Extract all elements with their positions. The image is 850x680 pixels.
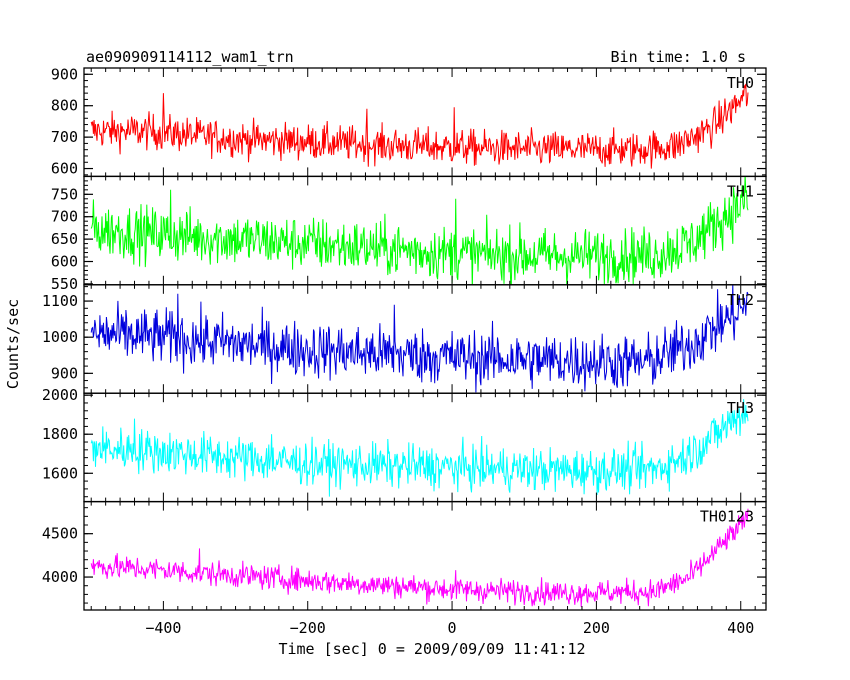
panel-th1: 550 600 650 700 750 TH1 <box>51 175 767 293</box>
x-tick-label: 200 <box>583 619 610 637</box>
x-tick-label: −400 <box>145 619 181 637</box>
y-tick-label: 750 <box>51 185 78 203</box>
series-line-th0123 <box>90 508 749 607</box>
y-tick-label: 1600 <box>42 464 78 482</box>
y-tick-label: 600 <box>51 253 78 271</box>
panel-label: TH1 <box>727 182 754 200</box>
panel-label: TH0123 <box>700 508 754 526</box>
panel-label: TH0 <box>727 74 754 92</box>
y-tick-label: 800 <box>51 97 78 115</box>
y-axis-label: Counts/sec <box>4 299 22 389</box>
x-tick-label: 0 <box>448 619 457 637</box>
y-tick-label: 1000 <box>42 328 78 346</box>
y-tick-label: 2000 <box>42 386 78 404</box>
series-line-th3 <box>90 399 749 497</box>
panel-th0123: 4000 4500 TH0123 <box>42 500 767 611</box>
y-tick-label: 4000 <box>42 568 78 586</box>
y-tick-label: 4500 <box>42 525 78 543</box>
y-tick-label: 650 <box>51 230 78 248</box>
panel-label: TH2 <box>727 291 754 309</box>
y-tick-label: 1800 <box>42 425 78 443</box>
panel-stack: 600 700 800 900 TH0 550 600 650 700 750 TH1 900 1000… <box>42 65 767 611</box>
x-tick-label: −200 <box>290 619 326 637</box>
panel-label: TH3 <box>727 399 754 417</box>
x-axis-label: Time [sec] 0 = 2009/09/09 11:41:12 <box>278 640 585 658</box>
y-tick-label: 700 <box>51 128 78 146</box>
panel-frame <box>83 67 767 178</box>
panel-frame <box>83 284 767 394</box>
chart-title: ae090909114112_wam1_trn <box>86 48 294 66</box>
y-tick-label: 700 <box>51 208 78 226</box>
series-line-th1 <box>90 176 749 285</box>
x-tick-labels: −400 −200 0 200 400 <box>145 619 754 637</box>
panel-frame <box>83 500 767 611</box>
y-tick-label: 600 <box>51 160 78 178</box>
y-tick-label: 550 <box>51 275 78 293</box>
series-line-th2 <box>90 284 749 393</box>
x-tick-label: 400 <box>727 619 754 637</box>
panel-th0: 600 700 800 900 TH0 <box>51 65 767 178</box>
y-tick-label: 900 <box>51 65 78 83</box>
panel-frame <box>83 392 767 503</box>
series-line-th0 <box>90 83 749 169</box>
y-tick-label: 1100 <box>42 292 78 310</box>
y-tick-label: 900 <box>51 364 78 382</box>
panel-th2: 900 1000 1100 TH2 <box>42 284 767 394</box>
panel-th3: 1600 1800 2000 TH3 <box>42 386 767 503</box>
bin-time-label: Bin time: 1.0 s <box>611 48 746 66</box>
